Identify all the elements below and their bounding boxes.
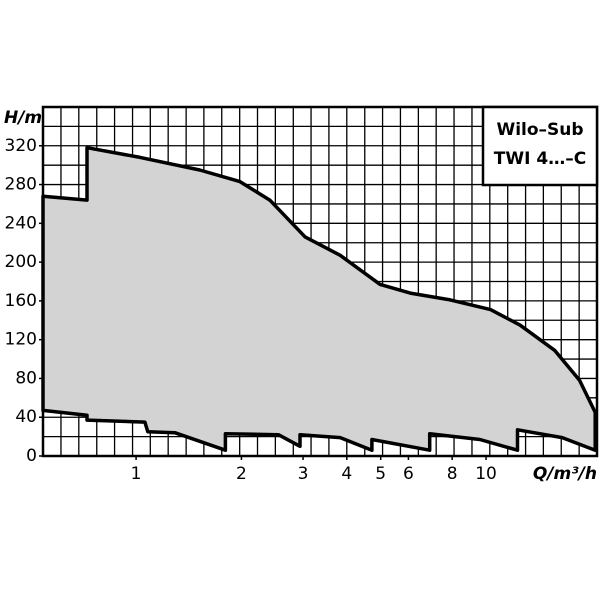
- x-axis-label: Q/m³/h: [533, 464, 597, 484]
- plot-frame: [41, 105, 599, 458]
- x-tick-label: 3: [298, 464, 309, 484]
- x-tick-label: 4: [341, 464, 352, 484]
- y-tick-label: 40: [15, 407, 37, 427]
- x-tick-label: 10: [475, 464, 497, 484]
- x-tick-label: 1: [131, 464, 142, 484]
- x-tick-label: 2: [236, 464, 247, 484]
- y-axis-label: H/m: [4, 108, 42, 128]
- y-tick-label: 200: [5, 252, 37, 272]
- y-tick-label: 160: [5, 291, 37, 311]
- title-line: TWI 4…–C: [494, 149, 586, 169]
- title-line: Wilo–Sub: [496, 120, 583, 140]
- y-tick-label: 240: [5, 213, 37, 233]
- x-tick-label: 8: [447, 464, 458, 484]
- operating-envelope: [41, 145, 597, 452]
- title-box: [481, 105, 599, 187]
- x-tick-label: 5: [375, 464, 386, 484]
- x-tick-label: 6: [403, 464, 414, 484]
- y-tick-label: 0: [26, 446, 37, 466]
- y-tick-label: 280: [5, 175, 37, 195]
- y-tick-label: 120: [5, 330, 37, 350]
- plot: [41, 145, 597, 452]
- y-tick-label: 80: [15, 368, 37, 388]
- y-tick-label: 320: [5, 136, 37, 156]
